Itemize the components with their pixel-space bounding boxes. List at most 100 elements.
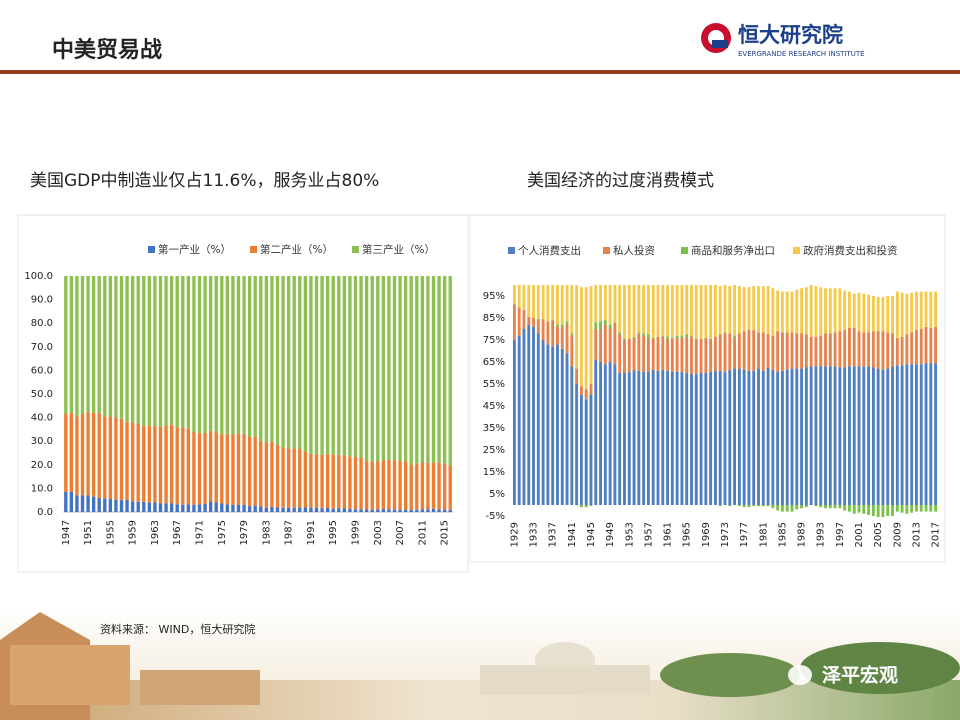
bar-segment xyxy=(64,414,68,492)
y-tick-label: 30.0 xyxy=(31,436,53,447)
logo-mark-bar xyxy=(712,40,728,48)
slide-title: 中美贸易战 xyxy=(52,37,162,63)
bar-segment xyxy=(242,504,246,512)
bar-segment xyxy=(575,285,579,369)
bar-segment xyxy=(275,507,280,512)
bar-segment xyxy=(348,276,352,457)
bar-segment xyxy=(225,276,230,435)
bar-segment xyxy=(208,501,213,512)
bar-segment xyxy=(867,366,871,505)
x-tick-label: 1979 xyxy=(239,520,250,545)
bar-segment xyxy=(637,370,641,505)
bar-segment xyxy=(169,424,174,504)
bar-segment xyxy=(119,276,124,419)
x-tick-label: 1957 xyxy=(643,522,654,547)
bar-segment xyxy=(694,338,698,340)
bar-segment xyxy=(437,276,441,463)
y-tick-label: 60.0 xyxy=(31,365,53,376)
bar-segment xyxy=(838,505,842,509)
bar-segment xyxy=(785,369,789,505)
bar-segment xyxy=(253,436,257,506)
bar-segment xyxy=(281,507,285,512)
bar-segment xyxy=(415,276,419,464)
bar-segment xyxy=(314,507,319,512)
bar-segment xyxy=(125,499,129,512)
bar-segment xyxy=(804,334,808,368)
bar-segment xyxy=(776,505,780,511)
bar-segment xyxy=(618,334,622,373)
bar-segment xyxy=(713,285,717,337)
bar-segment xyxy=(747,370,751,505)
bar-segment xyxy=(403,276,408,462)
bar-segment xyxy=(325,507,330,512)
bar-segment xyxy=(80,414,85,496)
legend-swatch xyxy=(508,247,515,254)
bar-segment xyxy=(694,374,698,505)
bar-segment xyxy=(905,505,909,514)
bar-segment xyxy=(86,411,90,496)
legend-swatch xyxy=(352,246,359,253)
bar-segment xyxy=(309,507,313,512)
bar-segment xyxy=(119,418,124,501)
bar-segment xyxy=(136,423,140,502)
bar-segment xyxy=(723,332,727,334)
bar-segment xyxy=(242,276,246,434)
bar-segment xyxy=(852,327,856,367)
bar-segment xyxy=(781,505,784,512)
bar-segment xyxy=(752,505,756,507)
bar-segment xyxy=(670,371,674,505)
bar-segment xyxy=(929,327,933,364)
bar-segment xyxy=(541,319,545,340)
bar-segment xyxy=(376,276,380,462)
bar-segment xyxy=(699,373,703,505)
bar-segment xyxy=(871,296,875,332)
bar-segment xyxy=(536,333,540,505)
bar-segment xyxy=(699,338,703,373)
bar-segment xyxy=(551,285,555,320)
bar-segment xyxy=(642,285,646,334)
x-tick-label: 1951 xyxy=(83,520,94,545)
x-tick-label: 1949 xyxy=(605,522,616,547)
bar-segment xyxy=(556,285,559,325)
bar-segment xyxy=(409,465,413,510)
bar-segment xyxy=(637,332,641,334)
bar-segment xyxy=(900,365,904,505)
bar-segment xyxy=(420,509,425,512)
bar-segment xyxy=(556,344,559,505)
bar-segment xyxy=(733,285,737,336)
bar-segment xyxy=(337,276,341,455)
bar-segment xyxy=(891,333,894,367)
bar-segment xyxy=(656,370,660,505)
bar-segment xyxy=(164,425,168,504)
bar-segment xyxy=(91,496,96,512)
bar-segment xyxy=(69,276,74,413)
bar-segment xyxy=(685,373,689,505)
bar-segment xyxy=(800,288,804,334)
building xyxy=(10,645,130,705)
bar-segment xyxy=(910,332,914,365)
bar-segment xyxy=(790,332,794,369)
bar-segment xyxy=(103,276,107,417)
bar-segment xyxy=(795,333,799,369)
bar-segment xyxy=(158,426,163,504)
bar-segment xyxy=(886,505,890,516)
bar-segment xyxy=(298,507,302,512)
bar-segment xyxy=(314,454,319,508)
bar-segment xyxy=(203,276,207,433)
bar-segment xyxy=(420,462,425,510)
x-tick-label: 1999 xyxy=(351,520,362,545)
bar-segment xyxy=(579,505,583,508)
bar-segment xyxy=(828,288,832,334)
bar-segment xyxy=(541,285,545,320)
bar-segment xyxy=(895,505,899,512)
y-tick-label: -5% xyxy=(486,511,505,522)
bar-segment xyxy=(147,425,152,503)
bar-segment xyxy=(723,333,727,372)
bar-segment xyxy=(776,331,780,372)
bar-segment xyxy=(536,285,540,320)
bar-segment xyxy=(527,285,531,317)
bar-segment xyxy=(632,336,636,338)
bar-segment xyxy=(130,422,135,502)
bar-segment xyxy=(415,463,419,510)
bar-segment xyxy=(579,287,583,387)
